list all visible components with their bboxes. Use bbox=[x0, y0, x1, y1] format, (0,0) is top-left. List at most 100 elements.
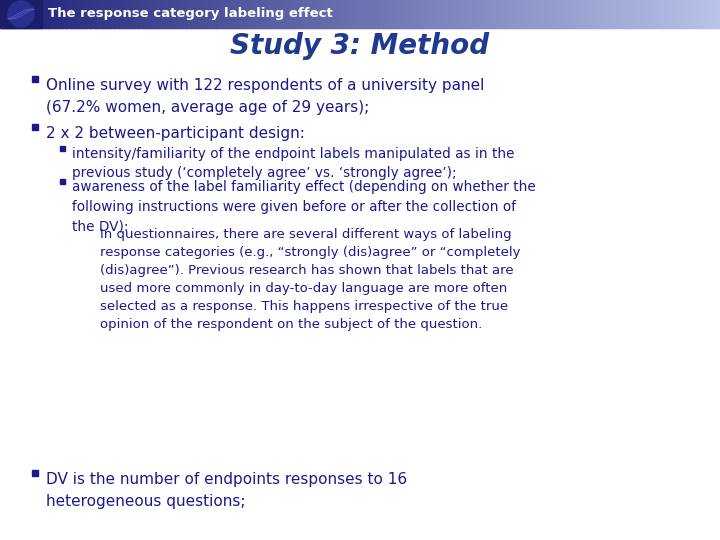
Bar bbox=[223, 0, 227, 28]
Bar bbox=[7, 0, 11, 28]
Bar bbox=[617, 0, 620, 28]
Bar bbox=[670, 0, 673, 28]
Bar bbox=[151, 0, 155, 28]
Bar bbox=[351, 0, 354, 28]
Bar bbox=[276, 0, 279, 28]
Bar bbox=[459, 0, 462, 28]
Bar bbox=[171, 0, 174, 28]
Bar bbox=[32, 76, 38, 82]
Bar bbox=[113, 0, 116, 28]
Bar bbox=[182, 0, 186, 28]
Bar bbox=[682, 0, 685, 28]
Bar bbox=[439, 0, 443, 28]
Bar bbox=[329, 0, 332, 28]
Bar bbox=[261, 0, 265, 28]
Bar bbox=[346, 0, 349, 28]
Bar bbox=[32, 124, 38, 130]
Bar bbox=[106, 0, 109, 28]
Bar bbox=[367, 0, 371, 28]
Bar bbox=[578, 0, 582, 28]
Bar bbox=[338, 0, 342, 28]
Bar bbox=[60, 145, 65, 151]
Bar bbox=[341, 0, 344, 28]
Bar bbox=[362, 0, 366, 28]
Bar bbox=[482, 0, 486, 28]
Bar bbox=[542, 0, 546, 28]
Bar bbox=[562, 0, 565, 28]
Bar bbox=[583, 0, 587, 28]
Bar bbox=[247, 0, 251, 28]
Bar bbox=[410, 0, 414, 28]
Bar bbox=[146, 0, 150, 28]
Bar bbox=[408, 0, 411, 28]
Bar bbox=[389, 0, 392, 28]
Bar bbox=[612, 0, 616, 28]
Bar bbox=[94, 0, 97, 28]
Bar bbox=[621, 0, 625, 28]
Bar bbox=[603, 0, 606, 28]
Bar bbox=[245, 0, 248, 28]
Bar bbox=[168, 0, 171, 28]
Bar bbox=[218, 0, 222, 28]
Bar bbox=[101, 0, 104, 28]
Bar bbox=[523, 0, 526, 28]
Bar bbox=[27, 0, 30, 28]
Bar bbox=[216, 0, 220, 28]
Bar bbox=[228, 0, 231, 28]
Bar bbox=[585, 0, 589, 28]
Bar bbox=[441, 0, 445, 28]
Bar bbox=[401, 0, 404, 28]
Bar bbox=[374, 0, 378, 28]
Bar bbox=[461, 0, 464, 28]
Bar bbox=[463, 0, 467, 28]
Bar bbox=[653, 0, 656, 28]
Bar bbox=[254, 0, 258, 28]
Bar bbox=[305, 0, 308, 28]
Bar bbox=[689, 0, 692, 28]
Text: Study 3: Method: Study 3: Method bbox=[230, 32, 490, 60]
Bar bbox=[655, 0, 659, 28]
Bar bbox=[430, 0, 433, 28]
Bar bbox=[662, 0, 666, 28]
Bar bbox=[415, 0, 418, 28]
Bar bbox=[139, 0, 143, 28]
Bar bbox=[173, 0, 176, 28]
Bar bbox=[117, 0, 121, 28]
Bar bbox=[60, 179, 65, 184]
Bar bbox=[518, 0, 522, 28]
Text: intensity/familiarity of the endpoint labels manipulated as in the
previous stud: intensity/familiarity of the endpoint la… bbox=[72, 147, 515, 180]
Bar bbox=[365, 0, 368, 28]
Bar bbox=[194, 0, 198, 28]
Bar bbox=[600, 0, 603, 28]
Bar bbox=[526, 0, 529, 28]
Bar bbox=[163, 0, 166, 28]
Bar bbox=[12, 0, 15, 28]
Bar bbox=[506, 0, 510, 28]
Bar bbox=[214, 0, 217, 28]
Bar bbox=[60, 0, 63, 28]
Bar bbox=[619, 0, 623, 28]
Bar bbox=[288, 0, 292, 28]
Bar bbox=[590, 0, 594, 28]
Bar bbox=[495, 0, 498, 28]
Bar bbox=[701, 0, 704, 28]
Bar bbox=[444, 0, 447, 28]
Bar bbox=[569, 0, 572, 28]
Bar bbox=[343, 0, 346, 28]
Bar bbox=[509, 0, 512, 28]
Bar bbox=[475, 0, 479, 28]
Bar bbox=[187, 0, 191, 28]
Bar bbox=[432, 0, 436, 28]
Bar bbox=[538, 0, 541, 28]
Bar bbox=[333, 0, 337, 28]
Bar bbox=[91, 0, 94, 28]
Bar bbox=[693, 0, 697, 28]
Bar bbox=[149, 0, 152, 28]
Bar bbox=[372, 0, 375, 28]
Bar bbox=[312, 0, 315, 28]
Bar bbox=[576, 0, 580, 28]
Bar bbox=[605, 0, 608, 28]
Bar bbox=[466, 0, 469, 28]
Bar bbox=[598, 0, 601, 28]
Bar bbox=[703, 0, 706, 28]
